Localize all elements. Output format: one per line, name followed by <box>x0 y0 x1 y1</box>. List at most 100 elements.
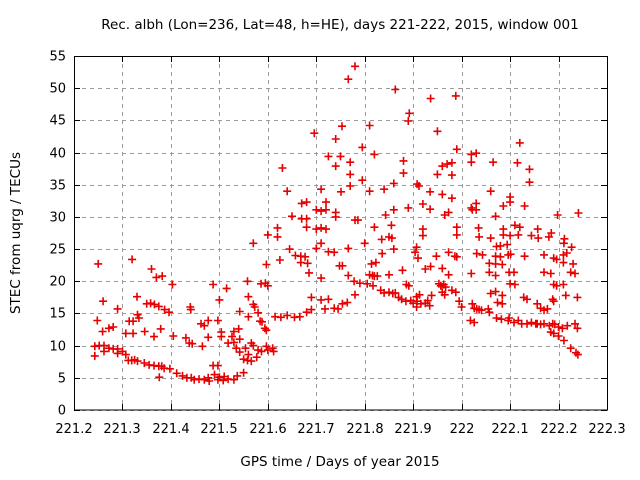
scatter-point <box>485 308 494 317</box>
scatter-point <box>269 347 278 356</box>
scatter-point <box>241 344 250 353</box>
scatter-point <box>373 272 382 281</box>
scatter-point <box>128 255 137 264</box>
scatter-point <box>441 283 450 292</box>
x-axis-label: GPS time / Days of year 2015 <box>240 454 439 470</box>
scatter-point <box>525 178 534 187</box>
scatter-point <box>263 346 272 355</box>
y-tick-label: 50 <box>49 82 66 97</box>
scatter-point <box>546 269 555 278</box>
scatter-point <box>152 273 161 282</box>
scatter-point <box>513 158 522 167</box>
scatter-point <box>405 109 414 118</box>
scatter-point <box>433 170 442 179</box>
scatter-point <box>249 341 258 350</box>
scatter-point <box>566 344 575 353</box>
scatter-point <box>283 311 292 320</box>
scatter-point <box>391 288 400 297</box>
scatter-point <box>317 274 326 283</box>
scatter-point <box>235 348 244 357</box>
tick-marks <box>74 56 608 411</box>
scatter-point <box>474 223 483 232</box>
scatter-point <box>426 262 435 271</box>
scatter-point <box>365 187 374 196</box>
scatter-point <box>573 350 582 359</box>
scatter-point <box>389 179 398 188</box>
grid-lines <box>74 56 608 411</box>
scatter-point <box>331 162 340 171</box>
scatter-point <box>438 162 447 171</box>
y-tick-label: 10 <box>49 340 66 355</box>
scatter-point <box>257 347 266 356</box>
scatter-point <box>317 185 326 194</box>
scatter-point <box>438 190 447 199</box>
scatter-point <box>350 277 359 286</box>
scatter-point <box>391 85 400 94</box>
scatter-point <box>344 271 353 280</box>
scatter-point <box>399 156 408 165</box>
scatter-point <box>572 348 580 357</box>
scatter-point <box>121 329 130 338</box>
scatter-point <box>365 121 374 130</box>
scatter-point <box>217 332 226 341</box>
scatter-point <box>200 321 209 330</box>
scatter-point <box>367 259 376 268</box>
scatter-point <box>506 198 515 207</box>
scatter-point <box>129 317 138 326</box>
y-tick-label: 20 <box>49 275 66 290</box>
scatter-points <box>90 62 583 385</box>
scatter-point <box>523 295 531 304</box>
scatter-point <box>165 308 173 317</box>
scatter-point <box>412 243 421 252</box>
scatter-point <box>317 223 326 232</box>
scatter-point <box>447 194 456 203</box>
scatter-point <box>569 259 578 268</box>
y-tick-label: 5 <box>58 372 66 387</box>
scatter-point <box>262 260 271 269</box>
scatter-point <box>336 152 345 161</box>
scatter-point <box>573 293 582 302</box>
scatter-point <box>554 323 563 331</box>
scatter-point <box>209 280 218 289</box>
scatter-point <box>418 200 427 208</box>
scatter-point <box>113 304 122 313</box>
scatter-point <box>562 249 571 257</box>
scatter-point <box>415 290 424 299</box>
scatter-point <box>404 117 413 125</box>
scatter-point <box>423 296 432 305</box>
scatter-point <box>233 371 242 380</box>
scatter-point <box>413 180 422 189</box>
x-tick-label: 221.5 <box>200 422 237 437</box>
scatter-point <box>467 203 476 212</box>
scatter-point <box>133 357 142 366</box>
scatter-point <box>244 292 253 301</box>
scatter-point <box>489 158 498 167</box>
scatter-point <box>427 291 436 300</box>
scatter-point <box>317 207 326 216</box>
scatter-point <box>343 298 352 307</box>
scatter-point <box>505 314 514 322</box>
scatter-point <box>321 304 329 313</box>
scatter-point <box>455 297 464 306</box>
scatter-point <box>540 319 548 328</box>
scatter-point <box>554 332 563 340</box>
scatter-point <box>93 316 102 325</box>
scatter-point <box>472 149 481 158</box>
scatter-point <box>213 316 222 325</box>
y-tick-labels: 0 5 10 15 20 25 30 35 40 45 50 55 <box>49 50 66 419</box>
scatter-point <box>307 305 316 314</box>
scatter-point <box>457 303 466 311</box>
scatter-point <box>312 205 321 214</box>
scatter-point <box>109 323 118 331</box>
scatter-point <box>181 333 190 342</box>
scatter-point <box>330 248 339 257</box>
plot-border <box>74 56 608 411</box>
scatter-point <box>198 342 207 351</box>
scatter-point <box>235 307 244 316</box>
scatter-point <box>296 258 305 267</box>
scatter-point <box>205 377 214 385</box>
scatter-point <box>150 300 159 309</box>
scatter-point <box>158 272 167 281</box>
scatter-point <box>527 231 536 240</box>
